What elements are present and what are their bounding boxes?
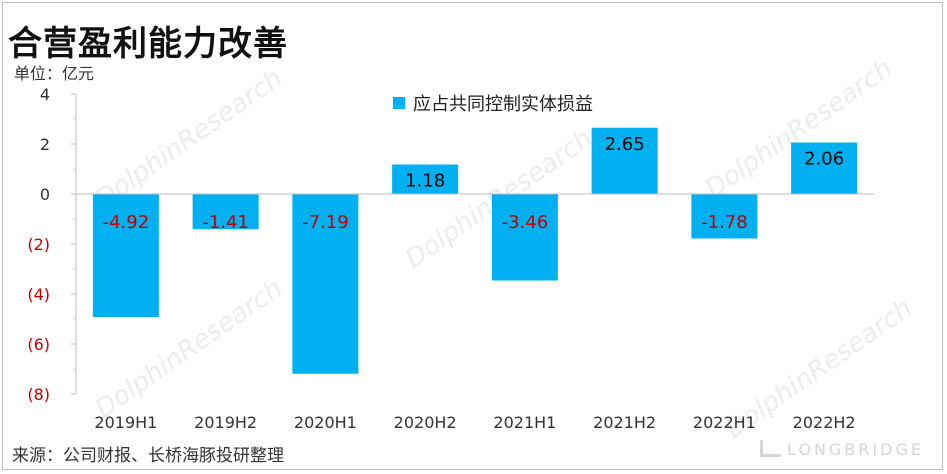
data-label: -1.78: [701, 212, 748, 233]
y-tick-label: 4: [40, 85, 50, 104]
y-tick-label: (6): [27, 335, 50, 354]
x-tick-label: 2020H1: [294, 413, 357, 432]
legend-swatch: [393, 97, 405, 109]
data-label: -7.19: [302, 212, 349, 233]
x-tick-label: 2020H2: [394, 413, 457, 432]
brand-text: LONGBRIDGE: [787, 440, 924, 459]
brand-mark-icon: [760, 440, 781, 457]
source-note: 来源：公司财报、长桥海豚投研整理: [12, 446, 284, 466]
x-tick-label: 2022H2: [793, 413, 856, 432]
y-tick-label: 2: [40, 135, 50, 154]
bar: [292, 194, 359, 374]
bar: [691, 194, 758, 239]
chart-title: 合营盈利能力改善: [8, 24, 288, 64]
data-label: 2.65: [605, 134, 645, 155]
bar: [491, 194, 558, 281]
x-tick-label: 2019H2: [194, 413, 257, 432]
x-tick-label: 2022H1: [693, 413, 756, 432]
data-label: -3.46: [502, 212, 549, 233]
y-tick-label: 0: [40, 185, 50, 204]
legend-label: 应占共同控制实体损益: [413, 94, 593, 115]
x-tick-label: 2021H1: [493, 413, 556, 432]
data-label: -1.41: [202, 212, 249, 233]
data-label: -4.92: [103, 212, 150, 233]
x-tick-label: 2019H1: [94, 413, 157, 432]
y-tick-label: (2): [27, 235, 50, 254]
bar: [92, 194, 159, 317]
bar: [791, 142, 858, 194]
legend: 应占共同控制实体损益: [393, 90, 593, 116]
bar: [591, 127, 658, 194]
brand-logo: LONGBRIDGE: [760, 440, 924, 459]
bar: [192, 194, 259, 230]
y-tick-label: (4): [27, 285, 50, 304]
bar: [392, 164, 459, 194]
y-tick-label: (8): [27, 385, 50, 404]
data-label: 1.18: [405, 171, 445, 192]
x-tick-label: 2021H2: [593, 413, 656, 432]
data-label: 2.06: [804, 149, 844, 170]
unit-label: 单位：亿元: [14, 64, 95, 83]
